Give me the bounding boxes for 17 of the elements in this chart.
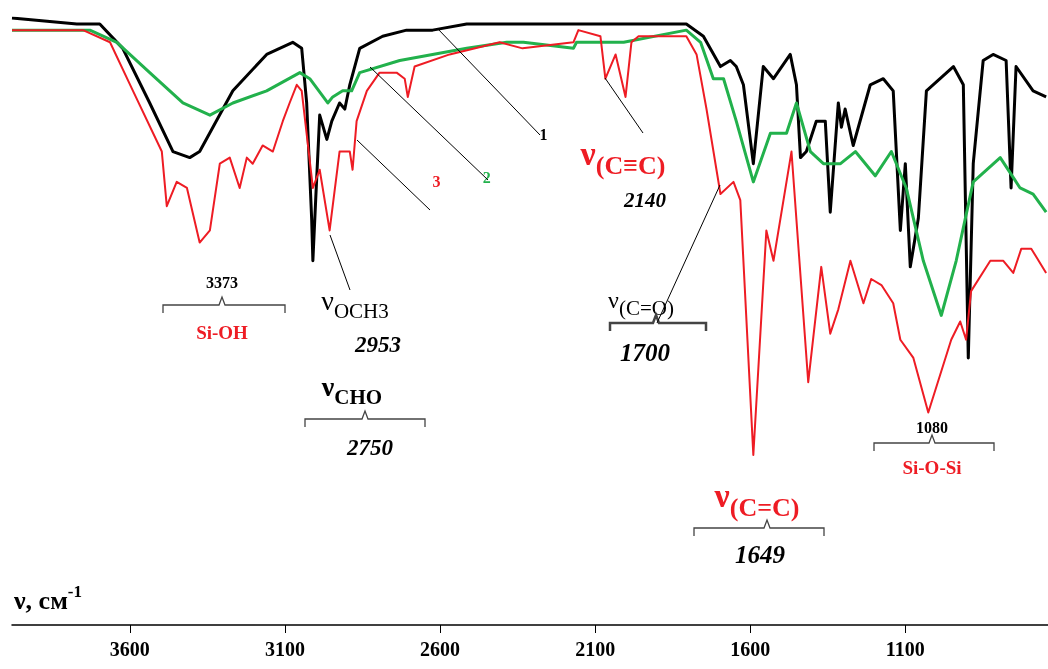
annotation: 1080: [916, 419, 948, 437]
annotation: 2140: [623, 188, 667, 213]
x-tick-label: 2100: [575, 638, 616, 660]
x-tick-label: 3600: [109, 638, 150, 660]
annotation: 1649: [735, 541, 786, 568]
text: 1: [539, 125, 548, 143]
x-tick-label: 3100: [264, 638, 305, 660]
annotation: 2953: [354, 331, 401, 357]
x-tick-label: 2600: [420, 638, 461, 660]
x-tick-label: 1600: [730, 638, 771, 660]
annotation: Si-OH: [196, 322, 249, 344]
x-tick-label: 1100: [885, 638, 925, 660]
annotation: Si-O-Si: [902, 457, 962, 479]
text: 3: [432, 172, 441, 190]
annotation: 1700: [620, 339, 671, 366]
annotation: 3373: [206, 274, 238, 292]
annotation: 2750: [346, 434, 394, 460]
